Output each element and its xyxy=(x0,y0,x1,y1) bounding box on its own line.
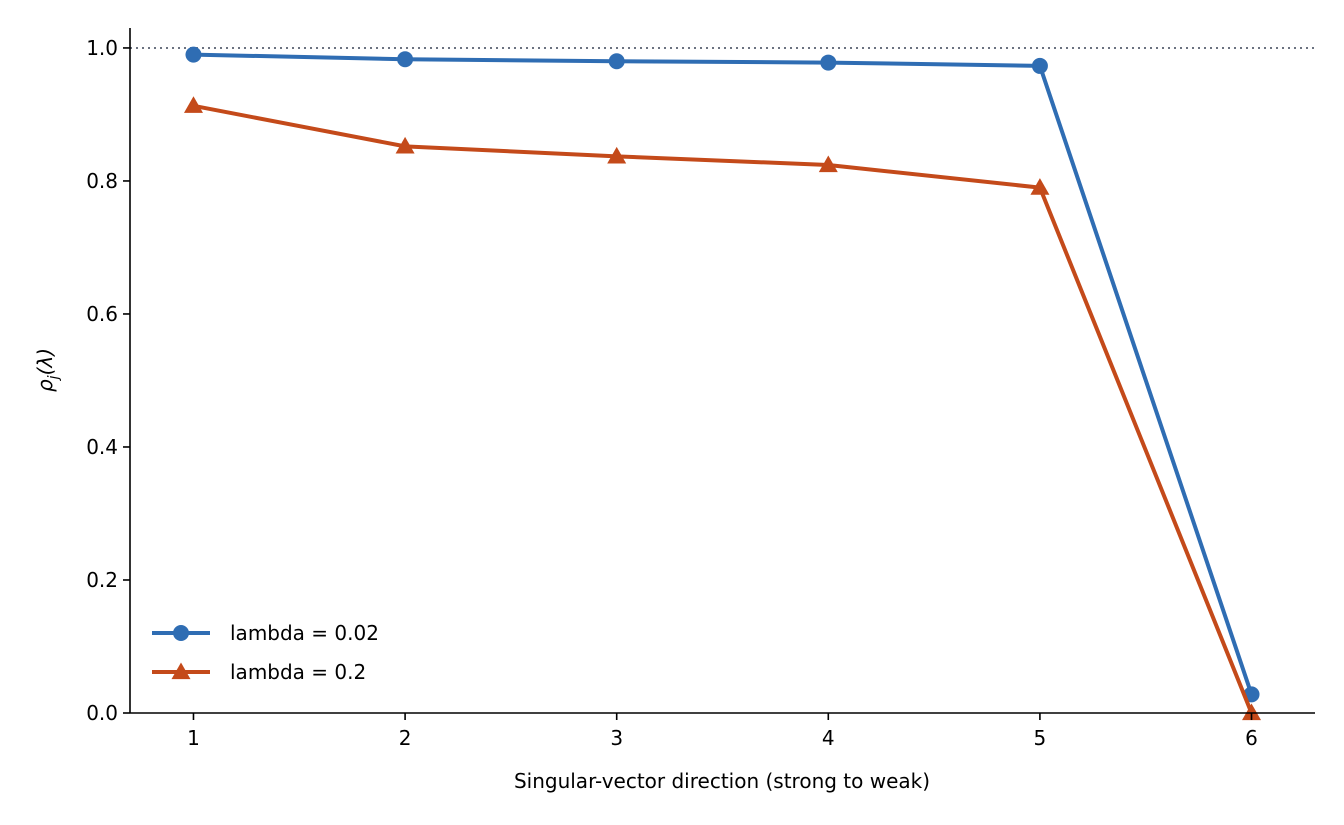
series-line xyxy=(193,103,1254,714)
y-tick-label: 0.8 xyxy=(86,169,118,193)
data-point xyxy=(183,96,203,113)
legend-label: lambda = 0.02 xyxy=(230,621,379,645)
legend: lambda = 0.02 lambda = 0.2 xyxy=(152,621,379,684)
x-tick-label: 2 xyxy=(399,726,412,750)
y-axis-label: ρj(λ) xyxy=(33,348,62,392)
x-tick-label: 3 xyxy=(610,726,623,750)
x-tick-label: 4 xyxy=(822,726,835,750)
legend-marker xyxy=(173,625,189,641)
series-1 xyxy=(185,46,1260,703)
legend-label: lambda = 0.2 xyxy=(230,660,366,684)
y-axis-label-main: ρ xyxy=(33,379,57,392)
series-line xyxy=(193,52,1254,696)
data-point xyxy=(607,146,627,164)
data-point xyxy=(1242,703,1262,721)
data-point xyxy=(818,155,838,173)
data-point xyxy=(1030,178,1050,195)
data-point xyxy=(395,136,415,154)
y-tick-label: 0.4 xyxy=(86,435,118,459)
legend-marker xyxy=(171,662,191,680)
data-point xyxy=(397,51,414,68)
y-tick-label: 0.6 xyxy=(86,302,118,326)
y-tick-label: 0.2 xyxy=(86,568,118,592)
data-point xyxy=(1031,57,1048,74)
x-tick-label: 1 xyxy=(187,726,200,750)
data-point xyxy=(608,53,625,70)
x-tick-label: 5 xyxy=(1034,726,1047,750)
x-tick-label: 6 xyxy=(1245,726,1258,750)
x-axis-label: Singular-vector direction (strong to wea… xyxy=(514,769,930,793)
y-tick-label: 0.0 xyxy=(86,701,118,725)
legend-item: lambda = 0.02 xyxy=(152,621,379,645)
legend-item: lambda = 0.2 xyxy=(152,660,366,684)
data-point xyxy=(820,54,837,71)
series-2 xyxy=(183,96,1262,721)
y-axis-label-sub: j xyxy=(46,375,62,381)
y-axis-label-rest: (λ) xyxy=(33,348,57,375)
y-tick-label: 1.0 xyxy=(86,36,118,60)
data-point xyxy=(185,46,202,63)
